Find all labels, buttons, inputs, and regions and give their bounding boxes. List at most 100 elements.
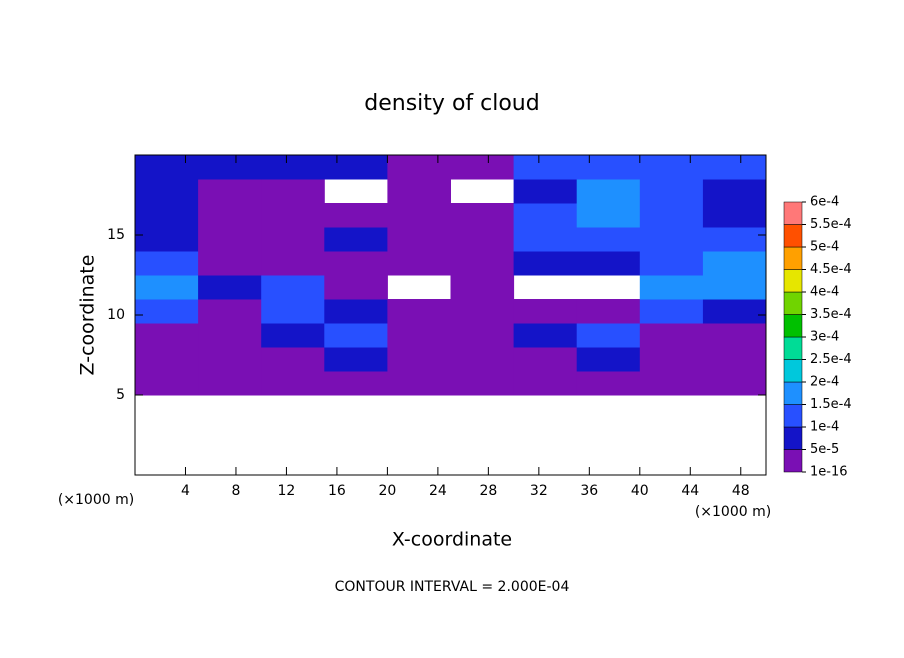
colorbar-label: 4.5e-4 (810, 262, 852, 277)
contour-cell (135, 203, 199, 228)
contour-cell (135, 371, 199, 396)
footer-note: CONTOUR INTERVAL = 2.000E-04 (335, 579, 570, 595)
chart-title: density of cloud (364, 91, 539, 116)
contour-cell (450, 155, 515, 180)
x-unit-left: (×1000 m) (58, 492, 134, 508)
colorbar-label: 5e-4 (810, 240, 839, 255)
contour-cell (387, 179, 451, 204)
contour-cell (198, 275, 262, 300)
colorbar-box (783, 449, 803, 473)
colorbar-box (783, 426, 803, 450)
x-tick-label: 36 (580, 483, 598, 499)
contour-cell (576, 347, 641, 372)
contour-cell (198, 371, 262, 396)
contour-cell (387, 227, 451, 252)
colorbar-box (783, 224, 803, 248)
contour-cell (261, 203, 325, 228)
contour-cell (135, 251, 199, 276)
contour-cell (702, 179, 767, 204)
colorbar-box (783, 336, 803, 360)
contour-cell (387, 251, 451, 276)
contour-cell (639, 347, 704, 372)
contour-cell (702, 347, 767, 372)
contour-cell (324, 275, 388, 300)
contour-cell (135, 227, 199, 252)
contour-cell (261, 155, 325, 180)
contour-cell (450, 227, 515, 252)
colorbar-box (783, 291, 803, 315)
contour-cell (198, 251, 262, 276)
colorbar-label: 2.5e-4 (810, 352, 852, 367)
contour-cell (261, 179, 325, 204)
x-tick-label: 24 (429, 483, 447, 499)
colorbar-label: 1e-4 (810, 420, 839, 435)
contour-cell (639, 323, 704, 348)
contour-cell (702, 251, 767, 276)
contour-cell (261, 251, 325, 276)
contour-cell (702, 299, 767, 324)
contour-cell (450, 371, 515, 396)
contour-cell (450, 275, 515, 300)
contour-cell (450, 323, 515, 348)
x-tick-label: 40 (631, 483, 649, 499)
contour-cell (513, 347, 578, 372)
contour-cell (702, 227, 767, 252)
contour-cell (198, 323, 262, 348)
colorbar-box (783, 314, 803, 338)
contour-cell (639, 251, 704, 276)
contour-cell (576, 323, 641, 348)
x-tick-label: 12 (278, 483, 296, 499)
x-tick-label: 32 (530, 483, 548, 499)
contour-cell (324, 203, 388, 228)
contour-cell (450, 251, 515, 276)
contour-cell (135, 275, 199, 300)
contour-cell (135, 155, 199, 180)
colorbar-box (783, 269, 803, 293)
contour-cell (198, 155, 262, 180)
x-tick-label: 20 (378, 483, 396, 499)
contour-cell (387, 155, 451, 180)
colorbar-box (783, 201, 803, 225)
contour-cell (261, 275, 325, 300)
contour-cell (450, 203, 515, 228)
contour-cell (387, 347, 451, 372)
contour-cell (324, 251, 388, 276)
contour-cell (513, 371, 578, 396)
colorbar-label: 5e-5 (810, 442, 839, 457)
contour-cell (198, 299, 262, 324)
contour-cell (576, 155, 641, 180)
colorbar-label: 2e-4 (810, 375, 839, 390)
x-tick-label: 44 (681, 483, 699, 499)
colorbar-label: 4e-4 (810, 285, 839, 300)
colorbar-box (783, 404, 803, 428)
contour-cell (513, 155, 578, 180)
contour-cell (513, 179, 578, 204)
contour-cell (576, 371, 641, 396)
contour-cell (198, 203, 262, 228)
contour-cell (513, 323, 578, 348)
contour-cell (639, 179, 704, 204)
contour-cell (261, 371, 325, 396)
contour-cell (639, 275, 704, 300)
contour-cell (702, 371, 767, 396)
contour-cell (135, 323, 199, 348)
y-tick-label: 5 (116, 387, 125, 403)
contour-cell (576, 203, 641, 228)
y-axis-label: Z-coordinate (77, 255, 99, 376)
contour-cell (324, 299, 388, 324)
colorbar-label: 3e-4 (810, 330, 839, 345)
contour-cell (702, 155, 767, 180)
y-tick-label: 10 (107, 307, 125, 323)
contour-cell (135, 347, 199, 372)
colorbar-label: 1.5e-4 (810, 397, 852, 412)
contour-cell (324, 155, 388, 180)
contour-cell (702, 203, 767, 228)
colorbar-label: 6e-4 (810, 195, 839, 210)
colorbar-label: 1e-16 (810, 465, 848, 480)
contour-cell (576, 179, 641, 204)
contour-cell (387, 299, 451, 324)
x-tick-label: 4 (181, 483, 190, 499)
contour-cell (324, 371, 388, 396)
x-axis-label: X-coordinate (392, 529, 512, 551)
